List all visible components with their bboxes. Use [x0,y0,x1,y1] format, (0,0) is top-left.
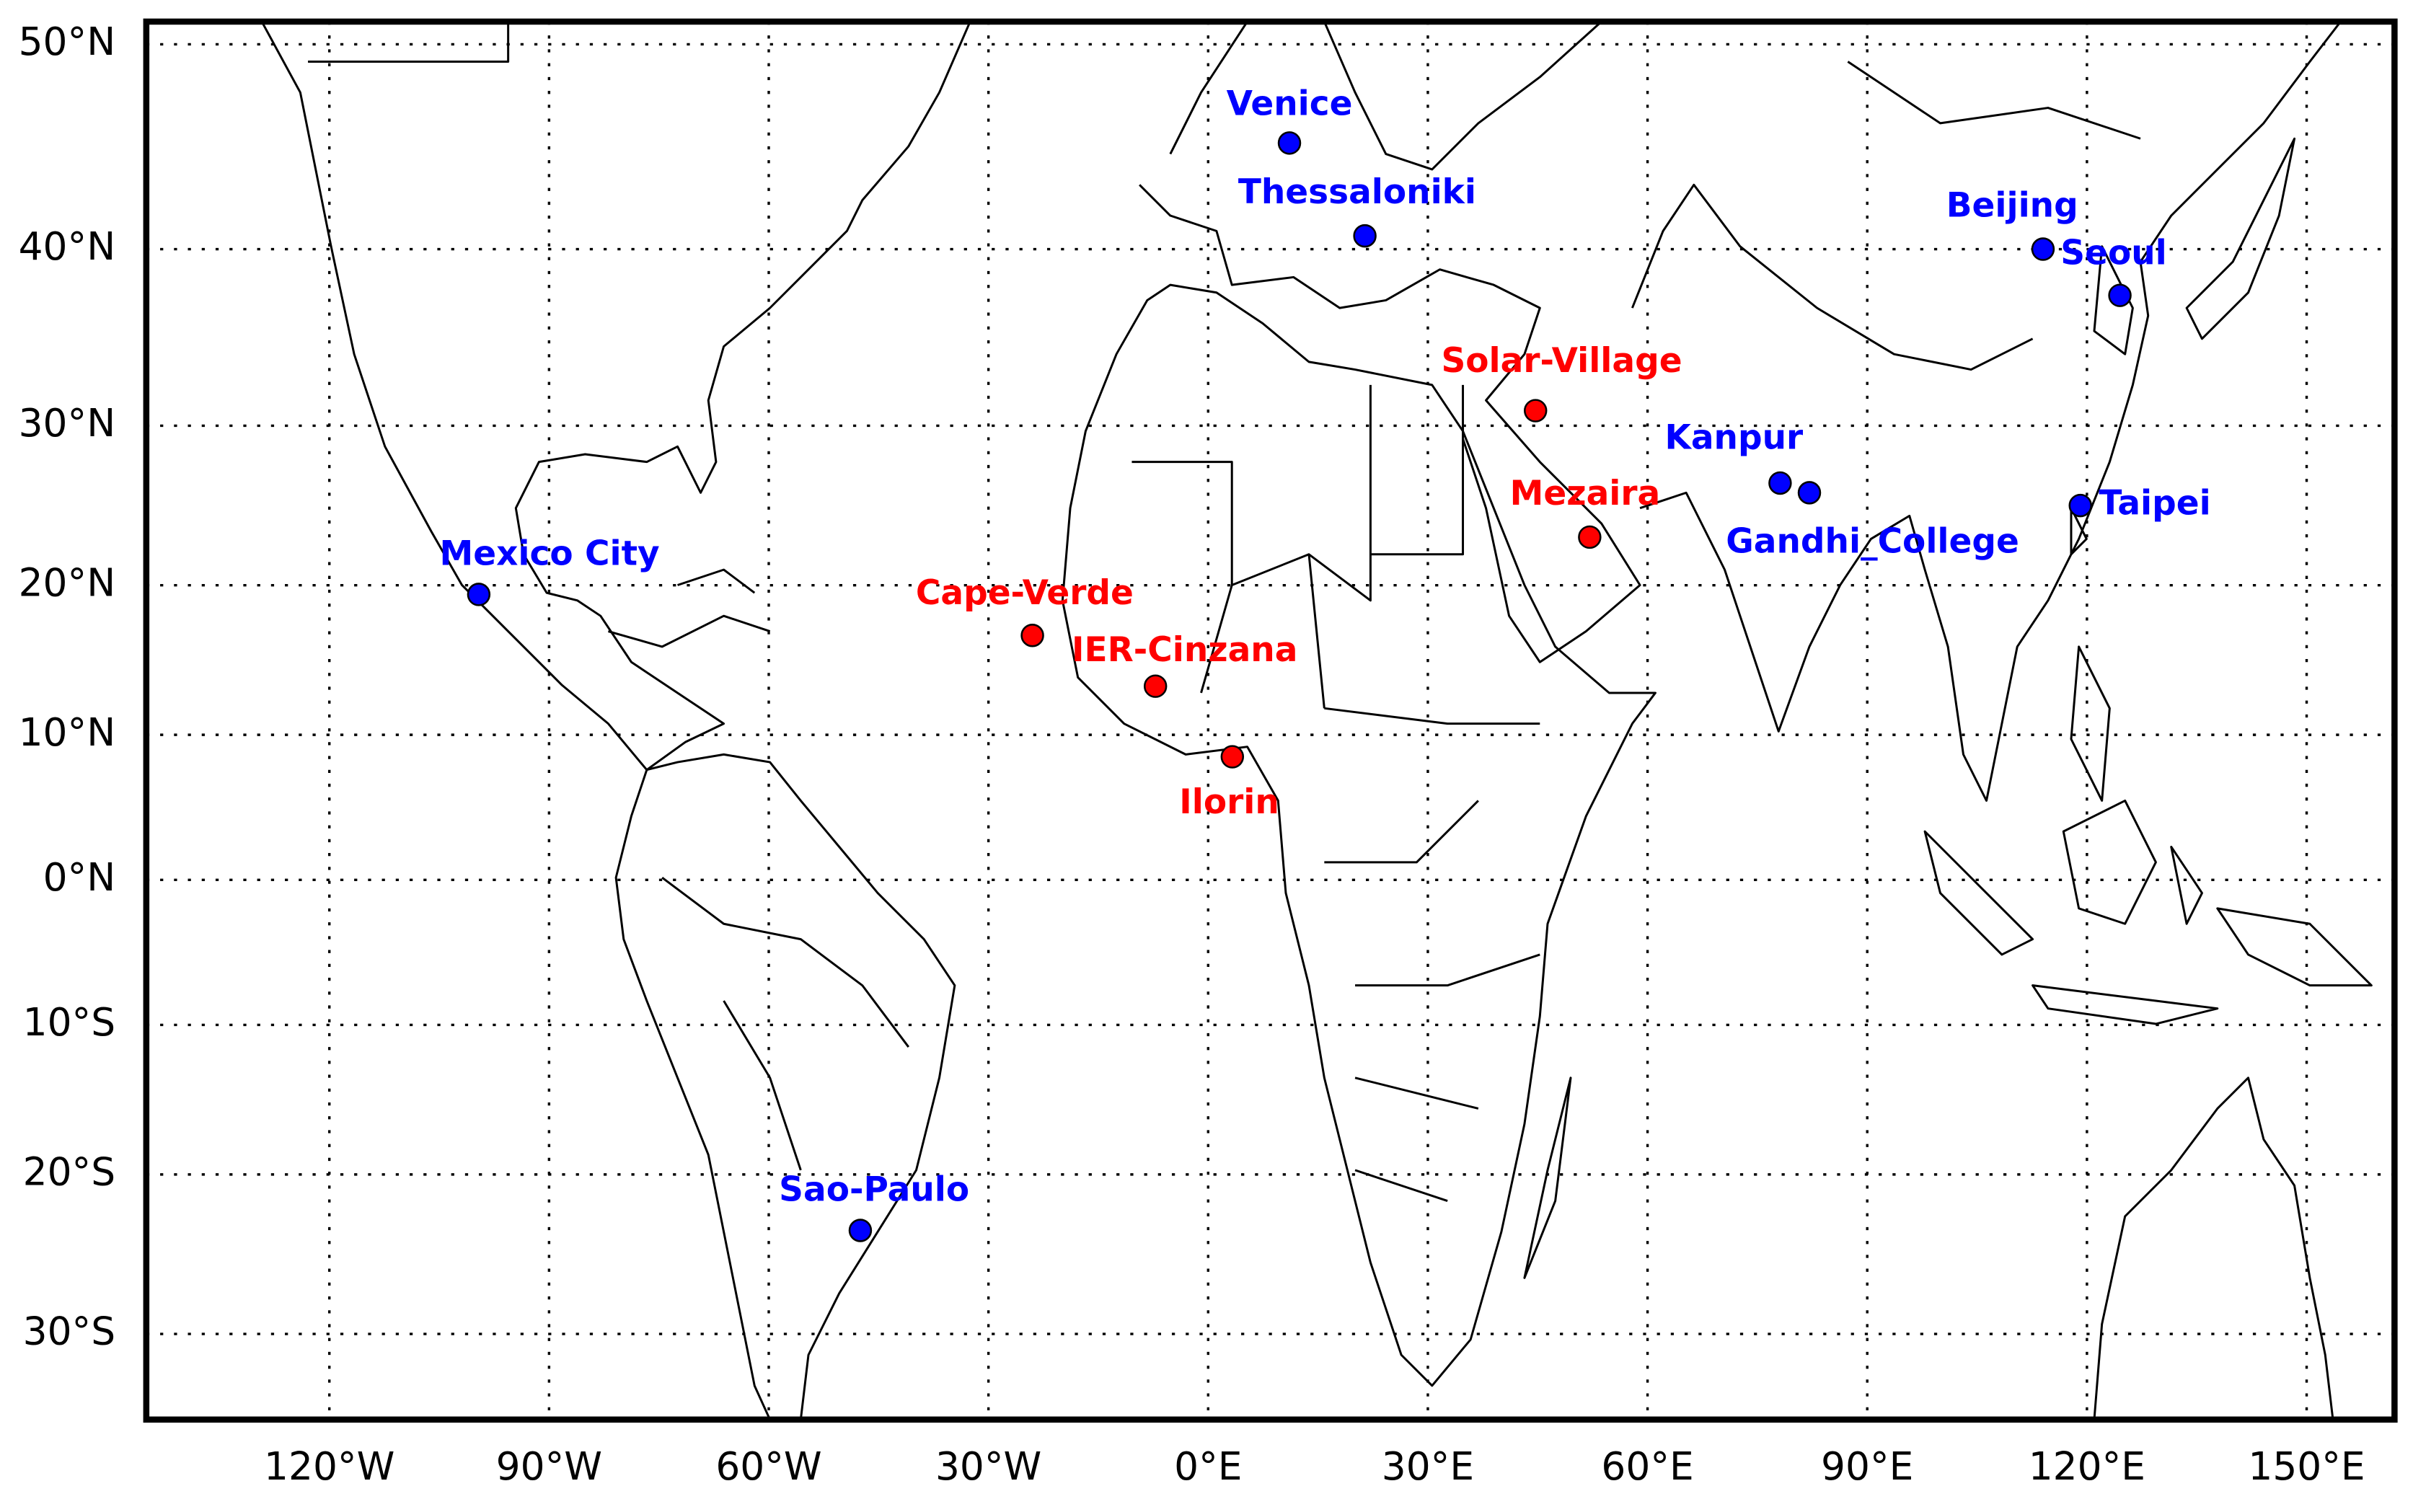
stations: Venice Thessaloniki Beijing Seoul Kanpur Gand… [440,84,2211,1242]
x-tick-label: 0°E [1174,1444,1242,1489]
x-tick-label: 120°E [2029,1444,2145,1489]
station-point [1768,471,1792,495]
y-tick-label: 20°N [19,560,116,605]
station-point [1277,131,1302,155]
coastline [1131,384,1572,1279]
station-label: Taipei [2099,484,2210,523]
x-tick-label: 150°E [2248,1444,2365,1489]
station-label: Seoul [2060,234,2167,273]
coastline [1169,21,2141,371]
coastline [1061,283,1657,1387]
station-point [1020,624,1044,647]
plot-frame [143,18,2398,1423]
x-tick-label: 60°W [715,1444,821,1489]
station-point [1353,224,1377,248]
y-tick-label: 10°S [23,999,116,1045]
grid [146,21,2395,1420]
station-point [848,1219,873,1242]
y-tick-label: 50°N [19,19,116,64]
station-label: Cape-Verde [916,573,1134,613]
station-label: Beijing [1946,185,2078,225]
station-label: Mezaira [1510,474,1661,513]
x-tick-label: 90°W [496,1444,602,1489]
station-label: Thessaloniki [1238,172,1476,212]
station-label: Solar-Village [1441,341,1682,381]
station-point [467,583,491,606]
x-tick-label: 120°W [264,1444,394,1489]
coastline [1923,645,2373,1025]
coastline [308,21,771,648]
station-point [1143,674,1168,698]
coastlines [260,21,2373,1420]
y-tick-label: 10°N [19,709,116,755]
x-tick-label: 30°E [1382,1444,1474,1489]
station-point [1578,525,1602,549]
y-tick-label: 30°N [19,400,116,446]
station-label: Gandhi_College [1726,521,2019,561]
station-label: Ilorin [1179,782,1279,822]
y-tick-label: 0°N [43,854,116,900]
x-tick-label: 90°E [1821,1444,1913,1489]
station-point [1797,481,1822,505]
station-label: Mexico City [440,534,660,574]
station-point [2031,237,2055,261]
station-point [1220,745,1245,769]
station-point [2068,493,2092,518]
x-tick-label: 30°W [935,1444,1041,1489]
coastline [2093,1076,2334,1420]
coastline [661,876,910,1171]
y-tick-label: 40°N [19,224,116,269]
station-label: IER-Cinzana [1072,630,1297,670]
station-point [2108,283,2132,307]
coastline [614,753,956,1420]
y-tick-label: 20°S [23,1149,116,1195]
coastline [1139,21,2342,802]
station-label: Sao-Paulo [779,1170,969,1210]
station-label: Venice [1227,84,1353,124]
station-label: Kanpur [1664,418,1804,458]
coastline [260,21,971,772]
y-tick-label: 30°S [23,1309,116,1354]
x-tick-label: 60°E [1601,1444,1693,1489]
station-point [1523,399,1548,423]
